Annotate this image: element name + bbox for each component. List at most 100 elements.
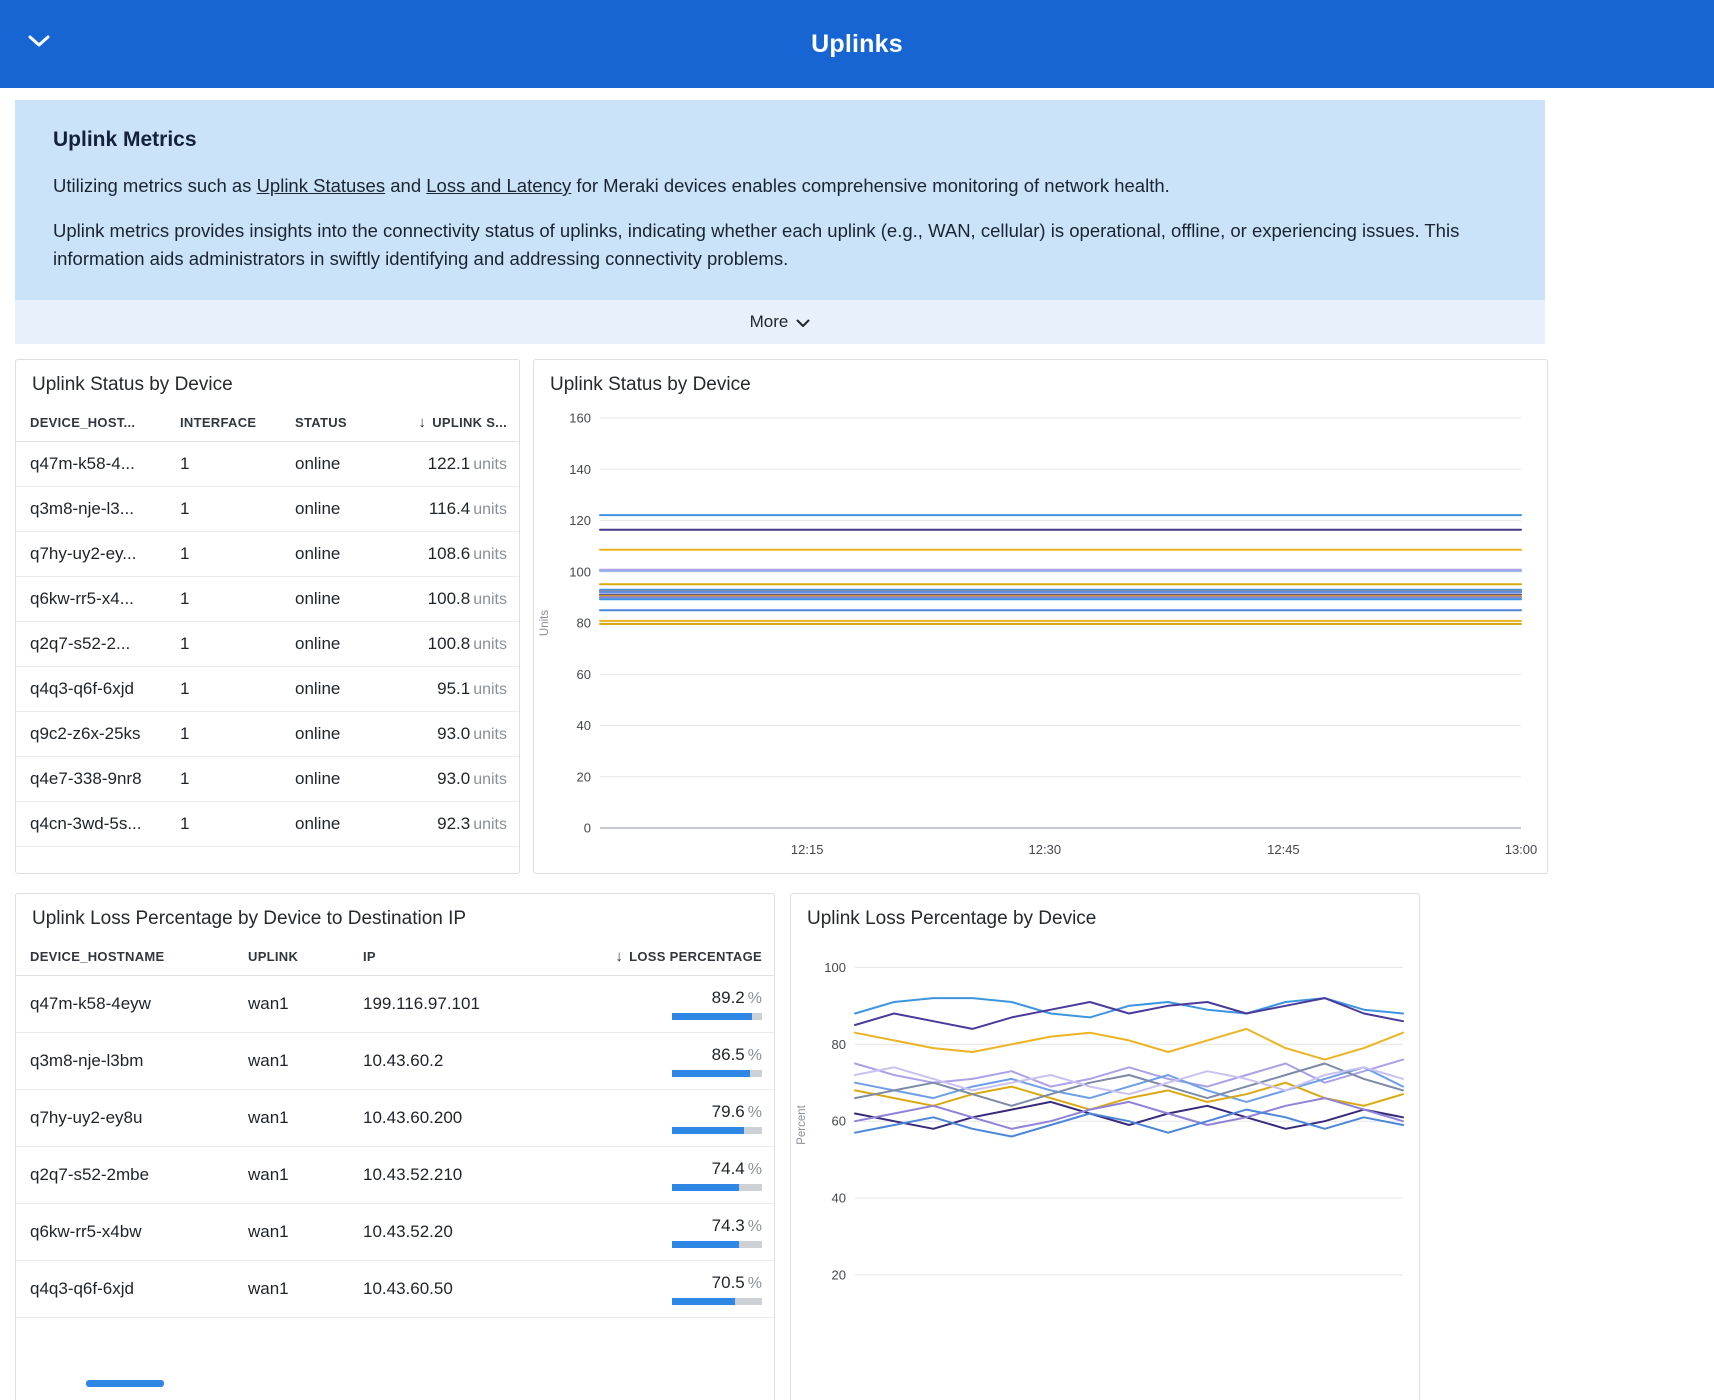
svg-text:12:45: 12:45 (1267, 842, 1300, 857)
table-row[interactable]: q2q7-s52-2mbewan110.43.52.21074.4% (16, 1147, 774, 1204)
cell: 92.3units (391, 802, 519, 847)
table-row[interactable]: q47m-k58-4...1online122.1units (16, 442, 519, 487)
cell: 79.6% (574, 1090, 774, 1147)
cell: 199.116.97.101 (349, 976, 574, 1033)
table-row[interactable]: q7hy-uy2-ey...1online108.6units (16, 532, 519, 577)
info-text: for Meraki devices enables comprehensive… (571, 175, 1169, 196)
chart-line (855, 998, 1403, 1029)
table-row[interactable]: q6kw-rr5-x4bwwan110.43.52.2074.3% (16, 1204, 774, 1261)
cell: online (281, 667, 391, 712)
loss-value: 74.4 (712, 1159, 745, 1178)
table-row[interactable]: q4q3-q6f-6xjd1online95.1units (16, 667, 519, 712)
cell: online (281, 577, 391, 622)
cell: q6kw-rr5-x4... (16, 577, 166, 622)
dashboard-header: Uplinks (0, 0, 1714, 88)
column-header[interactable]: DEVICE_HOST... (16, 404, 166, 442)
panel-title: Uplink Loss Percentage by Device (791, 894, 1419, 938)
svg-text:Percent: Percent (796, 1104, 808, 1144)
uplink-value: 95.1 (437, 679, 470, 698)
table-row[interactable]: q9c2-z6x-25ks1online93.0units (16, 712, 519, 757)
panel-uplink-status-table: Uplink Status by Device DEVICE_HOST...IN… (15, 359, 520, 874)
cell: 1 (166, 757, 281, 802)
cell: 1 (166, 442, 281, 487)
column-header[interactable]: UPLINK (234, 938, 349, 976)
info-paragraph-1: Utilizing metrics such as Uplink Statuse… (53, 172, 1507, 201)
cell: 122.1units (391, 442, 519, 487)
uplink-loss-line-chart: 20406080100Percent (791, 938, 1419, 1338)
cell: 74.3% (574, 1204, 774, 1261)
loss-value: 86.5 (712, 1045, 745, 1064)
cell: online (281, 712, 391, 757)
table-row[interactable]: q7hy-uy2-ey8uwan110.43.60.20079.6% (16, 1090, 774, 1147)
uplink-value: 92.3 (437, 814, 470, 833)
svg-text:100: 100 (569, 564, 591, 579)
uplink-status-line-chart: 02040608010012014016012:1512:3012:4513:0… (534, 404, 1545, 872)
uplink-loss-table: DEVICE_HOSTNAMEUPLINKIP↓LOSS PERCENTAGEq… (16, 938, 774, 1318)
cell: q3m8-nje-l3bm (16, 1033, 234, 1090)
cell: q6kw-rr5-x4bw (16, 1204, 234, 1261)
uplink-value: 108.6 (428, 544, 471, 563)
loss-percentage-bar (672, 1070, 762, 1077)
cell: 74.4% (574, 1147, 774, 1204)
info-text: Utilizing metrics such as (53, 175, 257, 196)
svg-text:80: 80 (577, 616, 591, 631)
svg-text:60: 60 (577, 667, 591, 682)
cell: online (281, 622, 391, 667)
cell: 1 (166, 622, 281, 667)
column-header[interactable]: ↓UPLINK S... (391, 404, 519, 442)
cell: online (281, 757, 391, 802)
uplink-metrics-panel: Uplink Metrics Utilizing metrics such as… (15, 100, 1545, 300)
cell: q2q7-s52-2... (16, 622, 166, 667)
svg-text:160: 160 (569, 411, 591, 426)
cell: 93.0units (391, 757, 519, 802)
chart-line (855, 1110, 1403, 1137)
column-header[interactable]: ↓LOSS PERCENTAGE (574, 938, 774, 976)
cell: q47m-k58-4eyw (16, 976, 234, 1033)
cell: wan1 (234, 1147, 349, 1204)
table-row[interactable]: q4q3-q6f-6xjdwan110.43.60.5070.5% (16, 1261, 774, 1318)
cell: q4e7-338-9nr8 (16, 757, 166, 802)
svg-text:120: 120 (569, 513, 591, 528)
table-row[interactable]: q3m8-nje-l3...1online116.4units (16, 487, 519, 532)
column-header[interactable]: INTERFACE (166, 404, 281, 442)
svg-text:12:15: 12:15 (791, 842, 824, 857)
column-header[interactable]: STATUS (281, 404, 391, 442)
cell: 1 (166, 532, 281, 577)
svg-text:Units: Units (539, 610, 551, 636)
table-header-row: DEVICE_HOSTNAMEUPLINKIP↓LOSS PERCENTAGE (16, 938, 774, 976)
column-header[interactable]: IP (349, 938, 574, 976)
table-row[interactable]: q4e7-338-9nr81online93.0units (16, 757, 519, 802)
table-row[interactable]: q6kw-rr5-x4...1online100.8units (16, 577, 519, 622)
cell: wan1 (234, 1204, 349, 1261)
cell: online (281, 442, 391, 487)
loss-value: 89.2 (712, 988, 745, 1007)
svg-text:60: 60 (832, 1114, 846, 1129)
cell: 10.43.52.210 (349, 1147, 574, 1204)
column-header[interactable]: DEVICE_HOSTNAME (16, 938, 234, 976)
loss-percentage-bar (672, 1013, 762, 1020)
cell: wan1 (234, 1261, 349, 1318)
panel-uplink-status-chart: Uplink Status by Device 0204060801001201… (533, 359, 1548, 874)
cell: 1 (166, 712, 281, 757)
cell: 95.1units (391, 667, 519, 712)
cell: wan1 (234, 976, 349, 1033)
cell: online (281, 487, 391, 532)
cell: wan1 (234, 1090, 349, 1147)
svg-text:0: 0 (584, 821, 591, 836)
uplink-statuses-link[interactable]: Uplink Statuses (257, 175, 386, 196)
cell: 93.0units (391, 712, 519, 757)
cell: 10.43.60.200 (349, 1090, 574, 1147)
horizontal-scrollbar-thumb[interactable] (86, 1380, 164, 1387)
more-expander-button[interactable]: More (15, 300, 1545, 344)
loss-and-latency-link[interactable]: Loss and Latency (426, 175, 571, 196)
table-row[interactable]: q3m8-nje-l3bmwan110.43.60.286.5% (16, 1033, 774, 1090)
cell: q47m-k58-4... (16, 442, 166, 487)
cell: 100.8units (391, 622, 519, 667)
svg-text:13:00: 13:00 (1505, 842, 1538, 857)
table-row[interactable]: q2q7-s52-2...1online100.8units (16, 622, 519, 667)
table-row[interactable]: q4cn-3wd-5s...1online92.3units (16, 802, 519, 847)
table-row[interactable]: q47m-k58-4eywwan1199.116.97.10189.2% (16, 976, 774, 1033)
panel-uplink-loss-table: Uplink Loss Percentage by Device to Dest… (15, 893, 775, 1400)
cell: 86.5% (574, 1033, 774, 1090)
collapse-chevron-icon[interactable] (28, 34, 50, 53)
